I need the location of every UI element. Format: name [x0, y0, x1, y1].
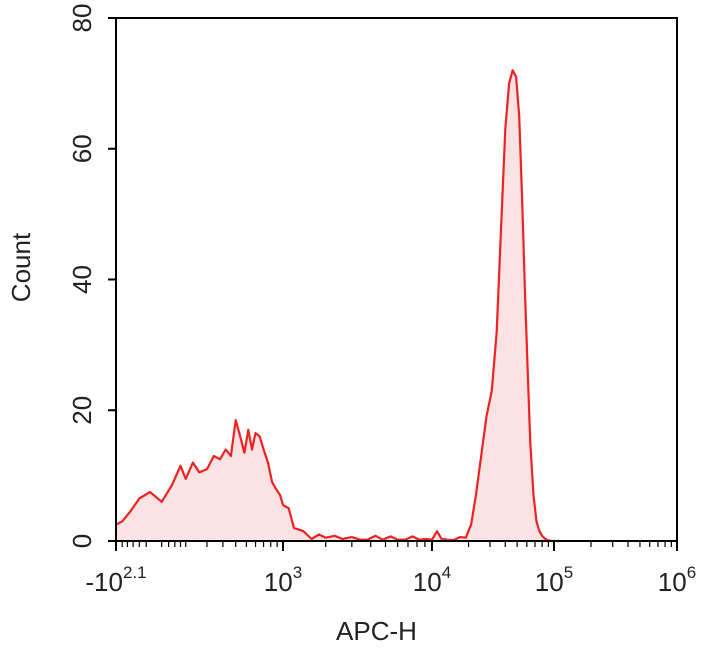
- plot-area: [115, 69, 560, 543]
- x-tick-label: 103: [264, 563, 302, 597]
- histogram-area: [116, 70, 560, 542]
- x-tick-label: 104: [413, 563, 451, 597]
- y-axis: 0 20 40 60 80: [67, 4, 116, 548]
- x-tick-label: 105: [535, 563, 573, 597]
- y-tick-label: 0: [67, 534, 97, 548]
- x-axis-title: APC-H: [336, 616, 417, 646]
- y-axis-title: Count: [6, 232, 36, 302]
- y-tick-label: 80: [67, 4, 97, 33]
- x-axis: -102.1 103 104 105 106: [85, 541, 696, 597]
- x-tick-label: 106: [658, 563, 696, 597]
- plot-frame: [115, 17, 678, 542]
- y-tick-label: 40: [67, 265, 97, 294]
- y-tick-label: 20: [67, 396, 97, 425]
- y-tick-label: 60: [67, 134, 97, 163]
- histogram-line: [115, 69, 560, 543]
- x-tick-label: -102.1: [85, 563, 146, 597]
